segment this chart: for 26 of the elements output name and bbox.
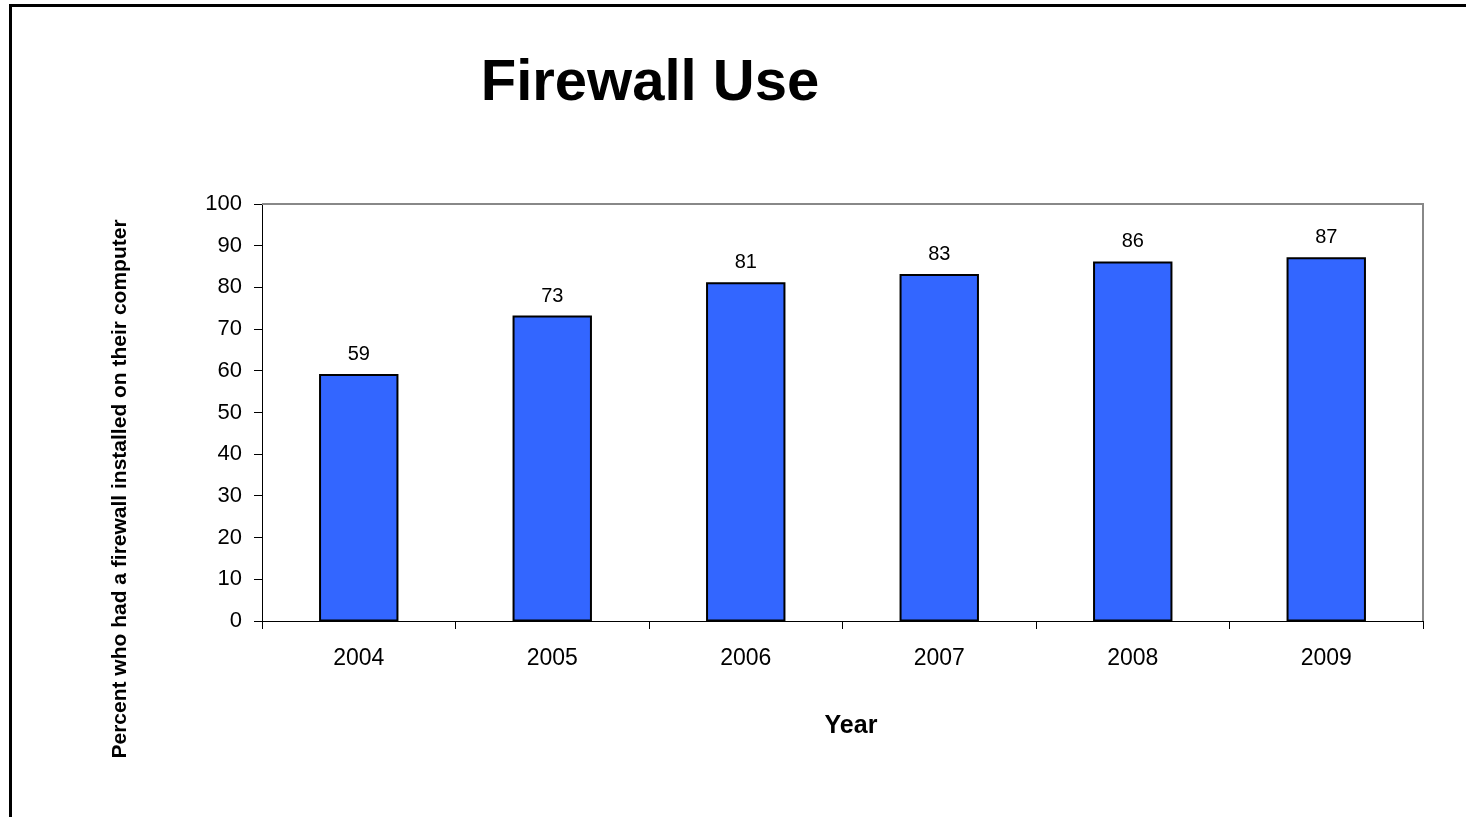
x-tick-label: 2005	[526, 644, 578, 671]
y-axis-title: Percent who had a firewall installed on their computer	[106, 219, 130, 759]
y-tick-label: 50	[217, 398, 242, 424]
y-tick-label: 10	[217, 565, 242, 591]
y-tick-label: 0	[229, 607, 242, 633]
data-label: 83	[928, 241, 951, 264]
y-tick-label: 90	[217, 231, 242, 257]
y-tick-label: 80	[217, 273, 242, 299]
data-label: 81	[734, 250, 757, 273]
data-label: 73	[541, 283, 564, 306]
x-tick-label: 2006	[720, 644, 772, 671]
y-tick-label: 30	[217, 481, 242, 507]
x-tick-label: 2004	[333, 644, 385, 671]
x-tick-label: 2009	[1300, 644, 1352, 671]
x-tick-label: 2008	[1107, 644, 1159, 671]
chart-title: Firewall Use	[479, 47, 821, 112]
x-tick-label: 2007	[913, 644, 965, 671]
y-tick-label: 60	[217, 356, 242, 382]
data-label: 87	[1315, 225, 1338, 248]
y-tick-label: 100	[205, 190, 242, 216]
data-label: 86	[1121, 229, 1144, 252]
data-label: 59	[347, 341, 370, 364]
y-tick-label: 70	[217, 315, 242, 341]
y-tick-label: 40	[217, 440, 242, 466]
y-tick-label: 20	[217, 523, 242, 549]
x-axis-title: Year	[823, 710, 879, 738]
